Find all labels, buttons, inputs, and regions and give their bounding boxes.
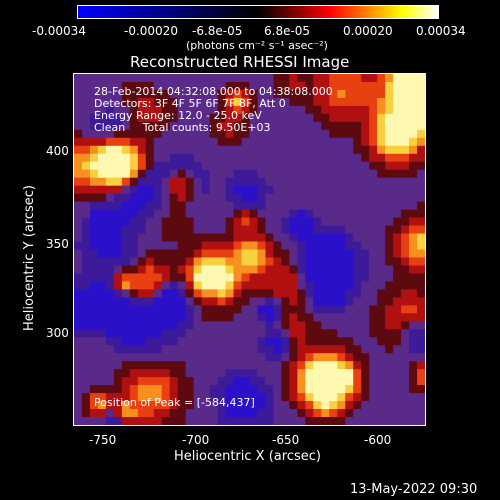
x-tick-label: -600 — [364, 433, 392, 447]
colorbar — [77, 5, 439, 19]
y-tick-label: 350 — [46, 237, 69, 251]
y-tick-label: 400 — [46, 144, 69, 158]
peak-position-text: Position of Peak = [-584,437] — [94, 396, 255, 409]
colorbar-tick-label: -0.00034 — [32, 24, 86, 38]
colorbar-tick-label: 0.00034 — [416, 24, 466, 38]
colorbar-tick-label: -0.00020 — [124, 24, 178, 38]
info-line: Detectors: 3F 4F 5F 6F 7F 8F, Att 0 — [94, 97, 286, 110]
plot-title: Reconstructed RHESSI Image — [130, 53, 350, 71]
info-line: 28-Feb-2014 04:32:08.000 to 04:38:08.000 — [94, 85, 333, 98]
x-tick-label: -750 — [89, 433, 117, 447]
x-axis-label: Heliocentric X (arcsec) — [174, 449, 321, 464]
colorbar-tick-label: 6.8e-05 — [264, 24, 311, 38]
timestamp: 13-May-2022 09:30 — [350, 482, 478, 497]
colorbar-units: (photons cm⁻² s⁻¹ asec⁻²) — [186, 39, 328, 52]
rhessi-image-map — [74, 74, 425, 425]
info-line: Energy Range: 12.0 - 25.0 keV — [94, 109, 262, 122]
y-tick-label: 300 — [46, 326, 69, 340]
x-tick-label: -700 — [182, 433, 210, 447]
colorbar-tick-label: -6.8e-05 — [192, 24, 243, 38]
info-line: Clean Total counts: 9.50E+03 — [94, 121, 271, 134]
colorbar-tick-label: 0.00020 — [343, 24, 393, 38]
y-axis-label: Heliocentric Y (arcsec) — [22, 185, 37, 331]
x-tick-label: -650 — [272, 433, 300, 447]
image-plot — [73, 73, 426, 426]
